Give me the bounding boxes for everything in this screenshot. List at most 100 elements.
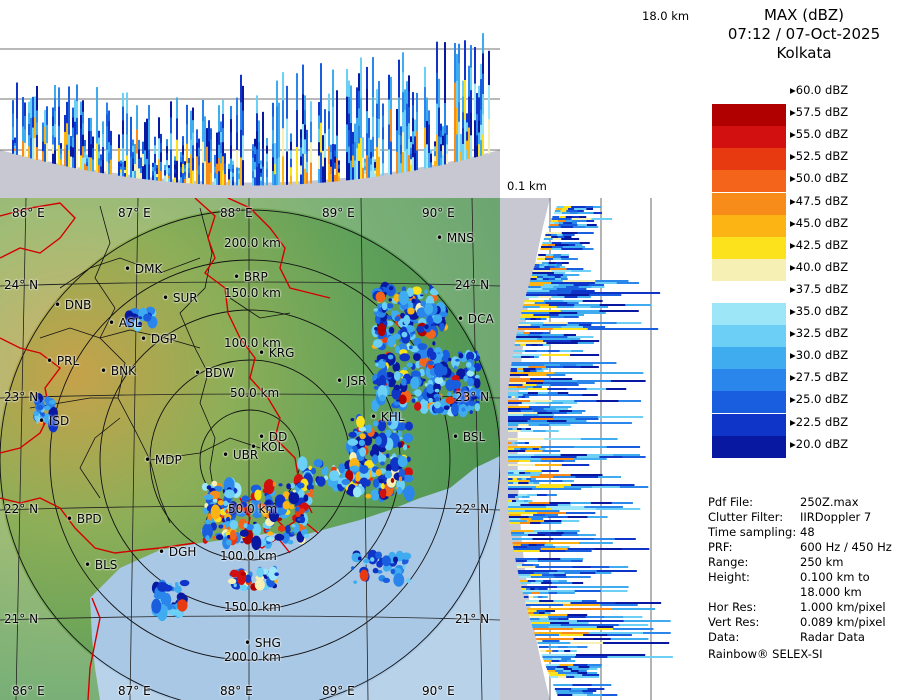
profile-bar	[571, 218, 593, 220]
profile-bar	[480, 63, 482, 80]
profile-bar	[378, 100, 380, 120]
profile-bar	[606, 388, 627, 390]
echo-cell	[210, 504, 221, 520]
profile-bar	[182, 145, 184, 156]
profile-bar	[230, 158, 232, 173]
profile-bar	[328, 93, 330, 112]
profile-bar	[366, 111, 368, 134]
echo-cell	[402, 444, 408, 451]
profile-bar	[571, 314, 585, 316]
station-label-asl: • ASL	[108, 316, 142, 330]
profile-bar	[168, 165, 170, 169]
profile-bar	[510, 530, 535, 532]
profile-bar	[430, 149, 432, 155]
profile-bar	[382, 115, 384, 128]
profile-bar	[552, 256, 562, 258]
profile-bar	[190, 139, 192, 155]
profile-bar	[543, 380, 578, 382]
info-value: 0.100 km to	[800, 570, 870, 584]
profile-bar	[528, 366, 547, 368]
profile-bar	[514, 344, 521, 346]
echo-cell	[434, 362, 445, 378]
echo-cell	[394, 345, 400, 354]
profile-bar	[530, 342, 547, 344]
profile-bar	[256, 131, 258, 150]
profile-bar	[560, 454, 588, 456]
profile-bar	[424, 147, 426, 169]
echo-cell	[391, 310, 395, 315]
profile-bar	[122, 148, 124, 163]
station-label-dgh: • DGH	[158, 545, 197, 559]
echo-cell	[473, 378, 481, 389]
profile-bar	[535, 368, 543, 370]
profile-bar	[24, 115, 26, 130]
profile-bar	[536, 278, 544, 280]
profile-bar	[561, 212, 571, 214]
profile-bar	[366, 155, 368, 178]
profile-bar	[470, 112, 472, 136]
profile-bar	[388, 149, 390, 175]
echo-cell	[254, 578, 265, 591]
profile-bar	[534, 264, 540, 266]
echo-cell	[174, 581, 179, 587]
profile-bar	[542, 344, 550, 346]
profile-bar	[348, 80, 350, 98]
profile-bar	[118, 134, 120, 149]
profile-bar	[570, 642, 604, 644]
profile-bar	[480, 94, 482, 111]
echo-cell	[461, 407, 466, 412]
profile-bar	[523, 332, 531, 334]
echo-cell	[402, 432, 414, 443]
profile-bar	[310, 162, 312, 184]
profile-bar	[570, 670, 580, 672]
profile-bar	[547, 392, 559, 394]
legend-swatch	[712, 148, 786, 171]
profile-bar	[350, 160, 352, 180]
profile-bar	[320, 92, 322, 124]
profile-bar	[559, 634, 584, 636]
profile-bar	[42, 122, 44, 133]
profile-bar	[519, 318, 526, 320]
profile-bar	[370, 139, 372, 147]
profile-bar	[552, 400, 575, 402]
profile-bar	[282, 72, 284, 101]
profile-bar	[526, 448, 534, 450]
profile-bar	[290, 167, 292, 177]
echo-cell	[274, 533, 285, 541]
profile-bar	[585, 206, 594, 208]
profile-bar	[600, 604, 638, 606]
profile-bar	[541, 368, 549, 370]
profile-bar	[551, 282, 574, 284]
profile-bar	[204, 116, 206, 140]
profile-bar	[304, 154, 306, 170]
profile-bar	[560, 276, 568, 278]
profile-bar	[544, 258, 554, 260]
profile-bar	[520, 504, 534, 506]
profile-bar	[569, 622, 589, 624]
profile-bar	[84, 151, 86, 159]
profile-bar	[256, 95, 258, 114]
profile-bar	[306, 172, 308, 184]
profile-bar	[324, 157, 326, 183]
profile-bar	[198, 138, 200, 149]
profile-bar	[529, 332, 537, 334]
profile-bar	[521, 356, 526, 358]
profile-bar	[529, 616, 549, 618]
profile-bar	[28, 112, 30, 125]
profile-bar	[530, 278, 538, 280]
profile-bar	[534, 588, 540, 590]
profile-bar	[572, 684, 593, 686]
profile-bar	[276, 106, 278, 134]
profile-bar	[468, 127, 470, 159]
profile-bar	[548, 560, 561, 562]
profile-bar	[122, 106, 124, 122]
profile-bar	[306, 151, 308, 163]
echo-cell	[285, 524, 291, 534]
profile-bar	[526, 478, 532, 480]
profile-bar	[408, 123, 410, 140]
profile-bar	[262, 130, 264, 149]
profile-bar	[521, 310, 562, 312]
profile-bar	[522, 394, 539, 396]
parallel	[0, 281, 500, 287]
profile-bar	[519, 500, 525, 502]
